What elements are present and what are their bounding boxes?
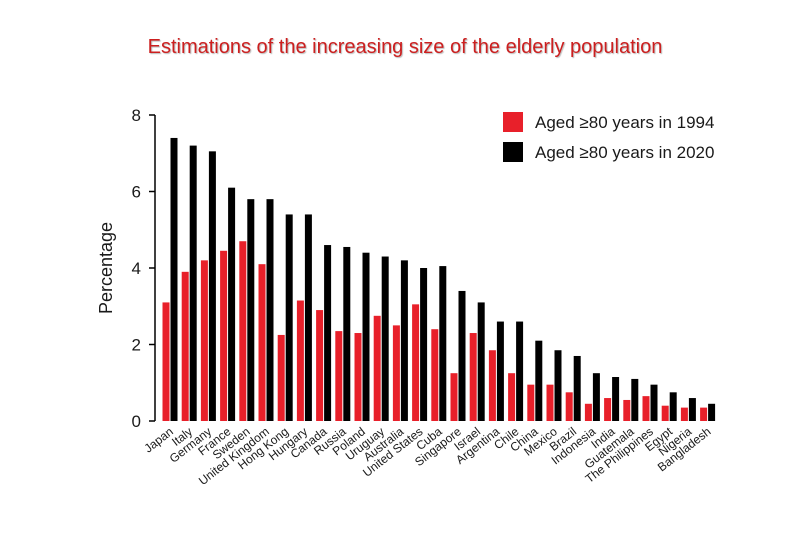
bar-2020 [631, 378, 639, 421]
y-tick-label: 8 [132, 106, 141, 125]
bar-1994 [296, 300, 304, 421]
bar-1994 [469, 333, 477, 421]
bar-2020 [669, 392, 677, 421]
bar-1994 [642, 396, 650, 421]
bar-1994 [431, 329, 439, 421]
bar-2020 [439, 266, 447, 421]
bar-1994 [527, 384, 535, 421]
bar-1994 [181, 271, 189, 421]
bar-2020 [573, 355, 581, 421]
bar-1994 [680, 407, 688, 421]
bar-1994 [412, 304, 420, 421]
bar-2020 [516, 321, 524, 421]
chart-legend: Aged ≥80 years in 1994 Aged ≥80 years in … [503, 112, 714, 162]
bar-2020 [170, 137, 178, 421]
legend-label: Aged ≥80 years in 1994 [535, 113, 714, 132]
bar-1994 [316, 310, 324, 421]
bar-1994 [546, 384, 554, 421]
bar-2020 [477, 302, 485, 421]
bar-1994 [488, 350, 496, 421]
bar-2020 [285, 214, 293, 421]
bar-1994 [162, 302, 170, 421]
bar-2020 [228, 187, 236, 421]
bar-2020 [381, 256, 389, 421]
bar-2020 [592, 373, 600, 421]
y-tick-label: 4 [132, 259, 141, 278]
bar-1994 [623, 399, 631, 421]
bar-2020 [343, 246, 351, 421]
bar-2020 [535, 340, 543, 421]
chart-axes: 0 2 4 6 8 Percentage [96, 106, 156, 431]
legend-swatch [503, 112, 523, 132]
bar-1994 [604, 398, 612, 421]
bar-2020 [420, 268, 428, 421]
bar-1994 [700, 407, 708, 421]
bar-1994 [508, 373, 516, 421]
bar-1994 [450, 373, 458, 421]
y-tick-label: 0 [132, 412, 141, 431]
bar-1994 [239, 241, 247, 421]
bar-2020 [324, 245, 332, 421]
bar-2020 [304, 214, 312, 421]
bar-2020 [400, 260, 408, 421]
bar-2020 [708, 403, 716, 421]
bar-2020 [208, 151, 216, 421]
bar-1994 [220, 250, 228, 421]
legend-label: Aged ≥80 years in 2020 [535, 143, 714, 162]
y-tick-label: 6 [132, 183, 141, 202]
bar-1994 [661, 405, 669, 421]
bar-2020 [362, 252, 370, 421]
bar-1994 [565, 392, 573, 421]
bar-2020 [496, 321, 504, 421]
bar-1994 [200, 260, 208, 421]
y-axis-label: Percentage [96, 222, 116, 314]
bar-1994 [335, 331, 343, 421]
bar-1994 [354, 333, 362, 421]
bar-1994 [392, 325, 400, 421]
y-tick-label: 2 [132, 336, 141, 355]
bar-2020 [688, 398, 696, 421]
slide-title: Estimations of the increasing size of th… [147, 36, 663, 58]
bar-2020 [458, 290, 466, 421]
bar-2020 [247, 199, 255, 421]
bar-2020 [612, 377, 620, 421]
bar-1994 [258, 264, 266, 421]
legend-swatch [503, 142, 523, 162]
bar-2020 [650, 384, 658, 421]
bar-1994 [584, 403, 592, 421]
bar-1994 [277, 334, 285, 421]
bar-2020 [554, 350, 562, 421]
bar-1994 [373, 315, 381, 421]
chart-bars [162, 137, 716, 421]
bar-2020 [266, 199, 274, 421]
bar-2020 [189, 145, 197, 421]
